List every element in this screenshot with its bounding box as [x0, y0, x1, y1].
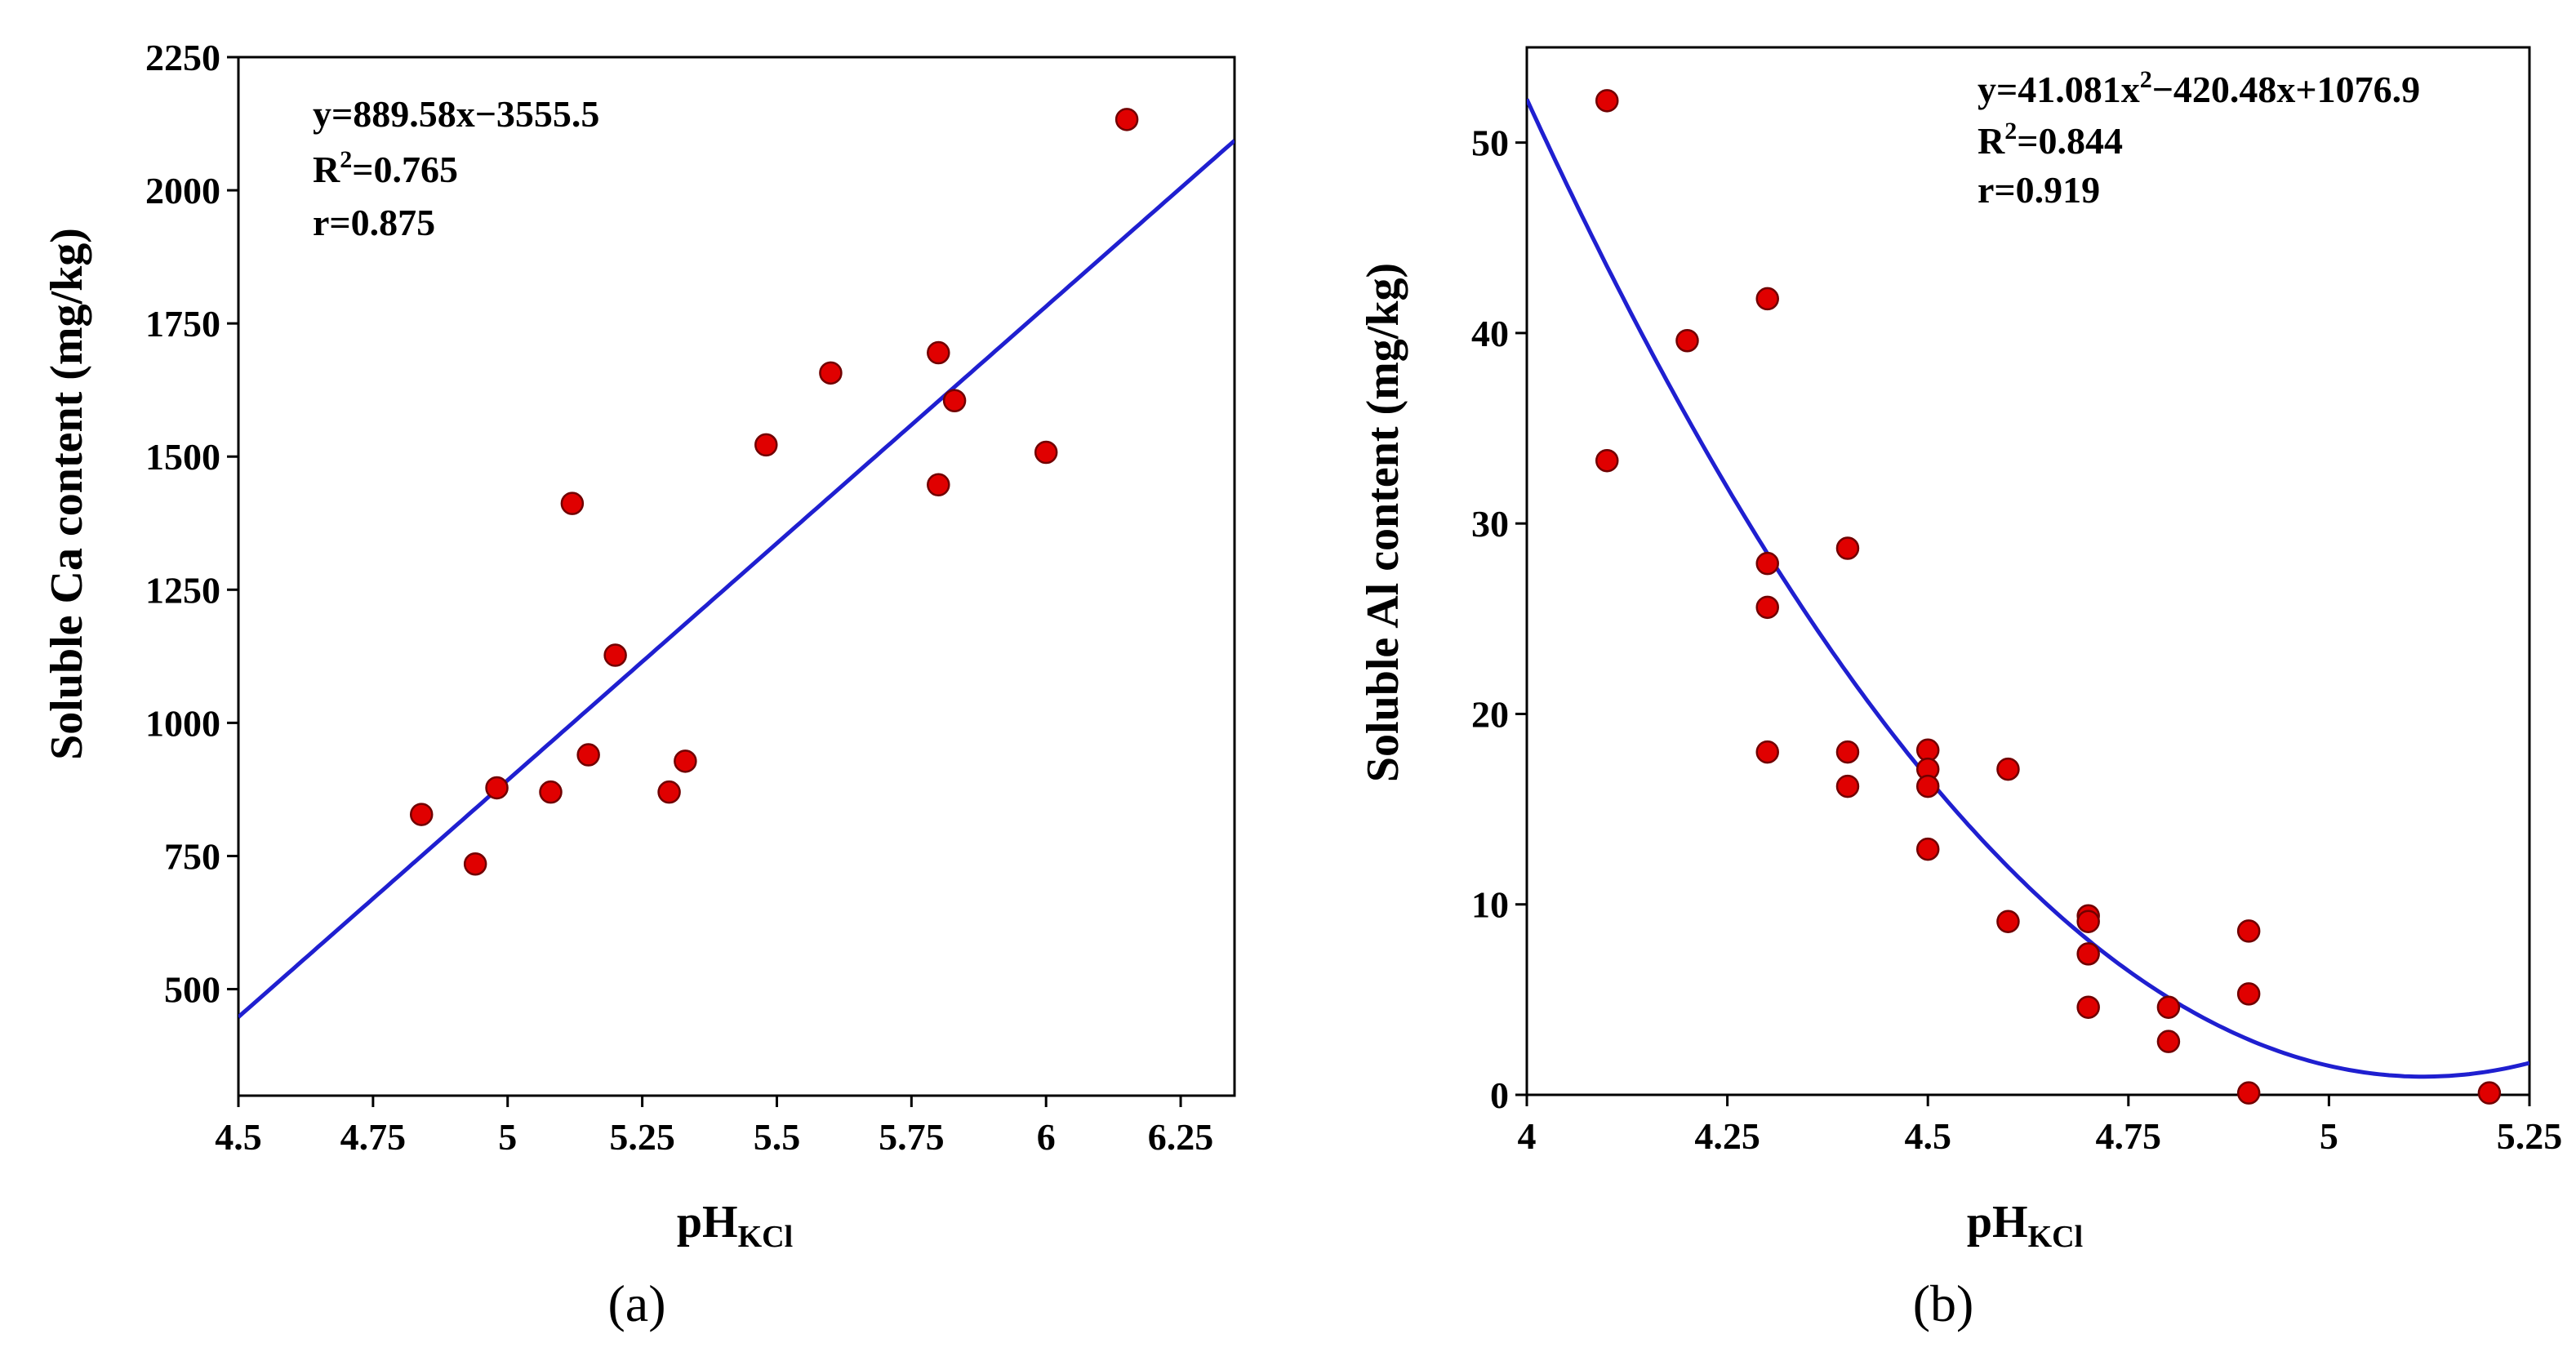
chart-b-point	[1755, 740, 1779, 764]
chart-b-y-tick-label: 0	[1490, 1074, 1509, 1116]
chart-a-y-tick-label: 2250	[145, 37, 220, 78]
chart-b-x-tick-label: 4.75	[2096, 1115, 2162, 1157]
chart-b-x-tick-label: 5.25	[2497, 1115, 2563, 1157]
chart-a-y-tick-label: 750	[164, 835, 220, 877]
chart-a-point	[409, 803, 434, 826]
chart-b-point	[2156, 995, 2181, 1019]
chart-a-x-tick-label: 5.25	[609, 1116, 675, 1158]
chart-b-plot-frame	[1525, 46, 2531, 1096]
chart-a: 4.5 4.75 5 5.25 5.5 5.75 6 6.25 500 750 1000 1250 15…	[42, 37, 1236, 1332]
chart-a-y-tick-label: 1250	[145, 569, 220, 611]
chart-a-x-axis-title: pHKCl	[677, 1197, 793, 1254]
chart-b-points	[1595, 89, 2502, 1105]
chart-a-point	[754, 433, 778, 457]
chart-a-point	[603, 643, 627, 667]
chart-b-annotation-r2: R2=0.844	[1978, 118, 2123, 162]
chart-a-y-tick-label: 1000	[145, 702, 220, 744]
chart-b-x-tick-label: 4.25	[1694, 1115, 1760, 1157]
chart-a-point	[942, 389, 967, 412]
chart-a-ticks: 4.5 4.75 5 5.25 5.5 5.75 6 6.25 500 750 1000 1250 15…	[145, 37, 1213, 1158]
chart-b-point	[2076, 910, 2100, 933]
chart-b-x-tick-label: 5	[2320, 1115, 2338, 1157]
chart-b-point	[1595, 448, 1619, 473]
chart-a-point	[674, 749, 697, 773]
chart-b-point	[1595, 89, 1619, 113]
chart-a-point	[927, 473, 950, 497]
chart-a-x-tick-label: 5.75	[879, 1116, 945, 1158]
chart-b-point	[2477, 1081, 2502, 1105]
chart-b: 4 4.25 4.5 4.75 5 5.25 0 10 20 30 40 50 y=41.081x2−…	[1358, 46, 2562, 1332]
chart-b-point	[1755, 287, 1779, 311]
chart-b-y-axis-title: Soluble Al content (mg/kg)	[1358, 263, 1408, 782]
chart-a-x-tick-label: 5	[498, 1116, 517, 1158]
chart-b-y-tick-label: 30	[1471, 503, 1509, 545]
chart-b-point	[1755, 595, 1779, 620]
chart-b-point	[1915, 774, 1940, 798]
chart-b-point	[1996, 757, 2020, 781]
chart-b-x-axis-title: pHKCl	[1967, 1197, 2083, 1254]
chart-a-point	[485, 776, 509, 800]
chart-a-point	[1114, 108, 1139, 131]
chart-a-x-tick-label: 6	[1037, 1116, 1056, 1158]
chart-a-fit-line	[238, 139, 1235, 1019]
chart-a-x-tick-label: 6.25	[1148, 1116, 1214, 1158]
chart-b-y-tick-label: 50	[1471, 122, 1509, 164]
chart-a-y-axis-title: Soluble Ca content (mg/kg)	[42, 228, 92, 760]
chart-b-point	[1755, 551, 1779, 576]
chart-b-point	[1915, 837, 1940, 861]
chart-b-point	[1675, 328, 1699, 353]
chart-b-point	[1835, 774, 1860, 798]
chart-b-panel-label: (b)	[1913, 1274, 1974, 1332]
chart-b-point	[2236, 919, 2261, 943]
chart-b-x-tick-label: 4	[1518, 1115, 1537, 1157]
chart-b-point	[2156, 1030, 2181, 1053]
chart-a-x-tick-label: 4.75	[340, 1116, 407, 1158]
chart-a-annotation-r2: R2=0.765	[313, 146, 458, 190]
chart-a-point	[463, 852, 487, 876]
chart-b-fit-curve	[1527, 98, 2529, 1079]
chart-b-y-tick-label: 20	[1471, 693, 1509, 735]
chart-a-y-tick-label: 1500	[145, 436, 220, 478]
chart-b-point	[1835, 536, 1860, 560]
chart-b-point	[2076, 942, 2100, 966]
chart-b-point	[1835, 740, 1860, 764]
chart-a-plot-frame	[237, 56, 1236, 1097]
chart-b-annotation-r: r=0.919	[1978, 169, 2100, 211]
chart-a-annotation-r: r=0.875	[313, 202, 435, 243]
chart-b-x-tick-label: 4.5	[1904, 1115, 1951, 1157]
chart-b-point	[2076, 995, 2100, 1019]
chart-b-annotation-equation: y=41.081x2−420.48x+1076.9	[1978, 66, 2420, 110]
chart-a-annotation-equation: y=889.58x−3555.5	[313, 93, 599, 135]
chart-b-y-tick-label: 10	[1471, 884, 1509, 926]
chart-a-x-tick-label: 5.5	[754, 1116, 801, 1158]
chart-a-x-tick-label: 4.5	[215, 1116, 262, 1158]
chart-b-y-tick-label: 40	[1471, 313, 1509, 354]
chart-a-points	[409, 108, 1139, 876]
chart-a-panel-label: (a)	[607, 1274, 665, 1332]
chart-a-point	[819, 361, 843, 385]
chart-b-point	[1996, 910, 2020, 933]
chart-a-y-tick-label: 1750	[145, 303, 220, 345]
chart-b-ticks: 4 4.25 4.5 4.75 5 5.25 0 10 20 30 40 50	[1471, 122, 2562, 1157]
chart-a-point	[1034, 440, 1058, 465]
chart-a-point	[560, 491, 585, 515]
chart-a-point	[927, 340, 950, 365]
chart-b-point	[2236, 1081, 2261, 1105]
chart-a-y-tick-label: 2000	[145, 170, 220, 211]
chart-a-point	[539, 780, 563, 804]
chart-b-point	[2236, 982, 2261, 1006]
chart-a-y-tick-label: 500	[164, 969, 220, 1011]
chart-a-point	[657, 780, 681, 804]
chart-a-point	[576, 743, 600, 767]
